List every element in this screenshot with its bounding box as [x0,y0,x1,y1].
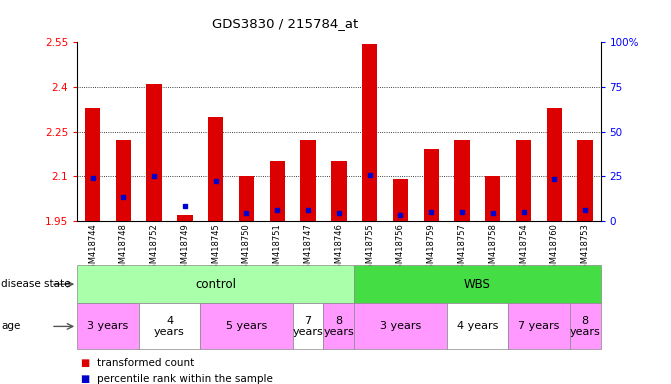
Bar [77,303,139,349]
Text: ■: ■ [81,374,90,384]
Text: 8
years: 8 years [323,316,354,337]
Text: ■: ■ [81,358,90,368]
Bar [115,141,131,221]
Text: age: age [1,321,21,331]
Bar [331,161,346,221]
Bar [77,265,354,303]
Text: GDS3830 / 215784_at: GDS3830 / 215784_at [211,17,358,30]
Bar [146,84,162,221]
Text: percentile rank within the sample: percentile rank within the sample [97,374,273,384]
Bar [85,108,100,221]
Bar [177,215,193,221]
Bar [354,265,601,303]
Bar [547,108,562,221]
Text: disease state: disease state [1,279,71,289]
Text: 8
years: 8 years [570,316,601,337]
Text: control: control [195,278,236,291]
Text: 3 years: 3 years [380,321,421,331]
Text: 7 years: 7 years [518,321,560,331]
Bar [301,141,316,221]
Text: 4 years: 4 years [457,321,498,331]
Text: 5 years: 5 years [226,321,267,331]
Bar [208,117,223,221]
Bar [293,303,323,349]
Bar [570,303,601,349]
Bar [270,161,285,221]
Bar [447,303,508,349]
Bar [516,141,531,221]
Bar [354,303,447,349]
Text: 7
years: 7 years [293,316,323,337]
Bar [201,303,293,349]
Bar [362,44,377,221]
Bar [393,179,408,221]
Text: 3 years: 3 years [87,321,129,331]
Bar [454,141,470,221]
Text: WBS: WBS [464,278,491,291]
Text: 4
years: 4 years [154,316,185,337]
Bar [139,303,201,349]
Bar [485,176,501,221]
Bar [508,303,570,349]
Bar [423,149,439,221]
Bar [578,141,593,221]
Text: transformed count: transformed count [97,358,195,368]
Bar [323,303,354,349]
Bar [239,176,254,221]
